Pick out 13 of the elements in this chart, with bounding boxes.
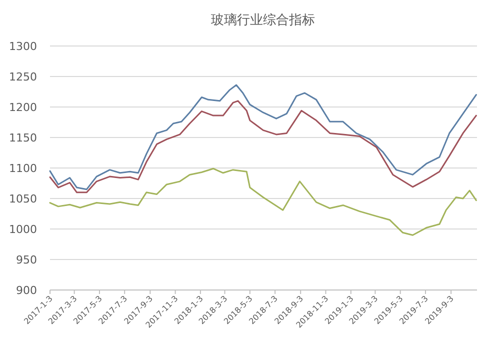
line-series xyxy=(49,100,477,194)
y-tick-label: 1250 xyxy=(9,70,37,84)
y-tick-label: 1200 xyxy=(9,101,37,114)
y-tick-label: 950 xyxy=(16,254,37,266)
y-tick-label: 1100 xyxy=(9,162,37,175)
line-series xyxy=(49,168,477,236)
y-tick-label: 1300 xyxy=(9,40,37,53)
y-tick-label: 1000 xyxy=(9,223,37,236)
y-tick-label: 1050 xyxy=(9,192,37,206)
y-tick-label: 900 xyxy=(16,284,37,297)
chart-title: 玻璃行业综合指标 xyxy=(211,13,315,28)
y-tick-label: 1150 xyxy=(9,132,37,144)
line-series xyxy=(49,84,477,190)
